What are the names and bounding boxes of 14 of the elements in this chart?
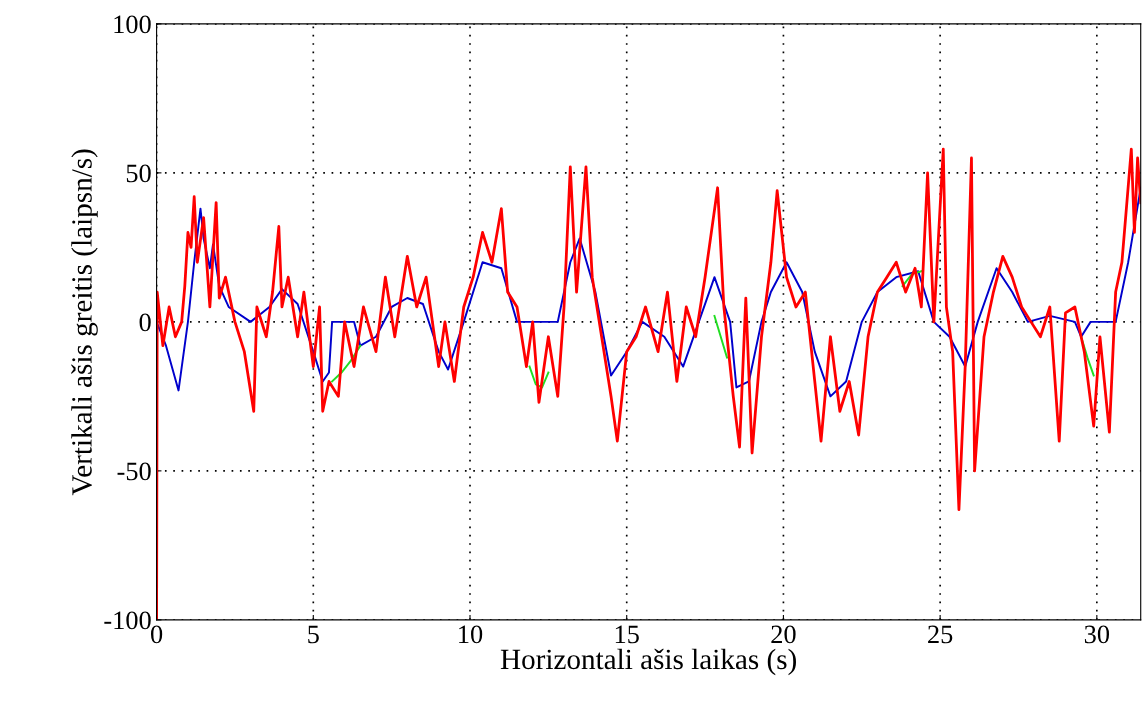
x-tick-label: 0: [151, 625, 163, 644]
y-tick-label: -50: [117, 462, 151, 481]
x-tick-label: 15: [615, 625, 639, 644]
x-axis-title: Horizontali ašis laikas (s): [500, 648, 796, 676]
y-axis-title: Vertikali ašis greitis (laipsn/s): [71, 149, 98, 496]
y-tick-label: 0: [139, 313, 151, 332]
x-tick-label: 30: [1084, 625, 1110, 644]
y-tick-label: 100: [114, 15, 151, 34]
x-tick-label: 25: [928, 625, 953, 644]
x-tick-label: 10: [459, 625, 483, 644]
y-tick-label: -100: [104, 611, 151, 630]
x-tick-label: 20: [771, 625, 796, 644]
x-tick-label: 5: [308, 625, 319, 644]
y-tick-label: 50: [126, 164, 151, 183]
